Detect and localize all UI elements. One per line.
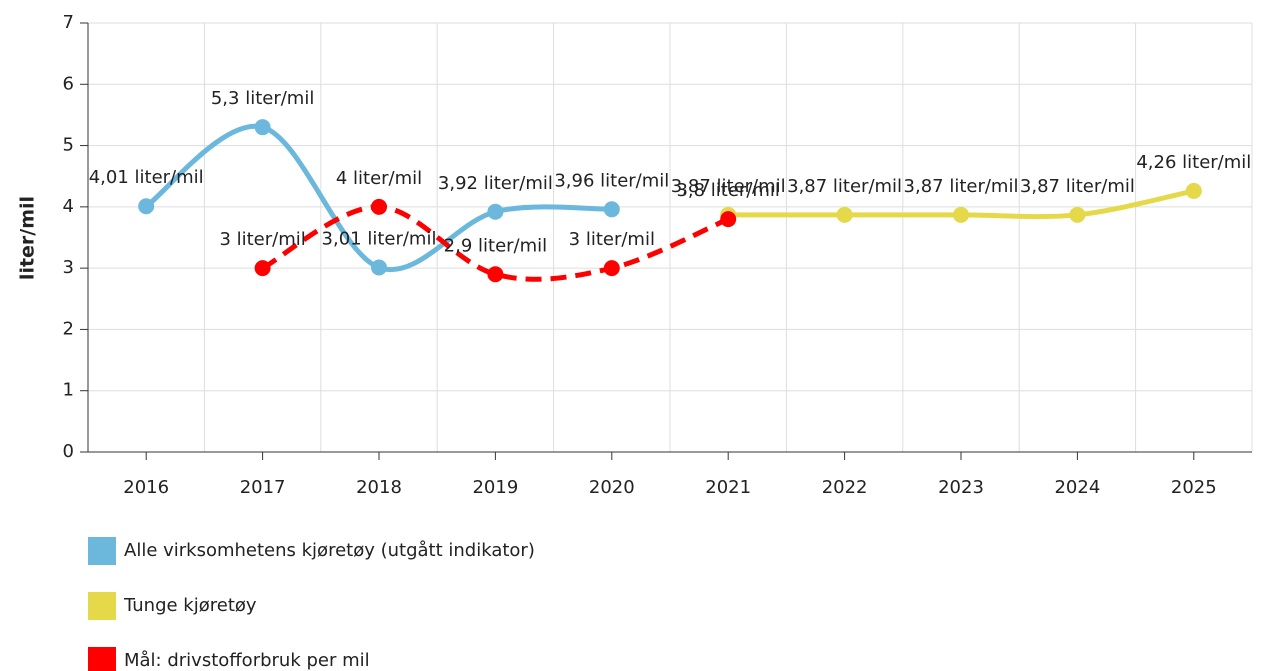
x-tick-label: 2019 xyxy=(472,477,518,498)
data-label: 4 liter/mil xyxy=(336,168,422,189)
y-tick-label: 2 xyxy=(63,318,74,339)
data-label: 2,9 liter/mil xyxy=(444,235,547,256)
point xyxy=(487,203,504,220)
legend-label: Alle virksomhetens kjøretøy (utgått indi… xyxy=(124,540,535,561)
data-label: 4,01 liter/mil xyxy=(89,167,204,188)
point xyxy=(254,260,271,277)
point xyxy=(953,206,969,223)
point xyxy=(254,119,271,136)
data-label: 4,26 liter/mil xyxy=(1136,152,1251,173)
y-tick-label: 1 xyxy=(63,380,74,401)
point xyxy=(836,206,853,223)
y-tick-label: 4 xyxy=(63,196,74,217)
x-tick-label: 2020 xyxy=(589,477,635,498)
x-tick-label: 2021 xyxy=(705,477,751,498)
data-label: 3,87 liter/mil xyxy=(904,176,1019,197)
legend-label: Mål: drivstofforbruk per mil xyxy=(124,650,370,671)
legend-swatch xyxy=(88,537,116,565)
x-tick-label: 2025 xyxy=(1171,477,1217,498)
data-label: 3 liter/mil xyxy=(219,229,305,250)
data-label: 3,87 liter/mil xyxy=(787,176,902,197)
data-label: 3,92 liter/mil xyxy=(438,173,553,194)
x-tick-label: 2018 xyxy=(356,477,402,498)
point xyxy=(1185,182,1202,199)
legend-swatch xyxy=(88,647,116,671)
y-axis-label: liter/mil xyxy=(17,196,39,280)
point xyxy=(138,198,155,215)
data-label: 3,87 liter/mil xyxy=(671,176,786,197)
x-tick-label: 2016 xyxy=(123,477,169,498)
point xyxy=(487,266,504,283)
point xyxy=(371,198,387,215)
y-tick-label: 7 xyxy=(63,12,74,33)
x-tick-label: 2024 xyxy=(1054,477,1100,498)
point xyxy=(603,260,620,277)
legend-swatch xyxy=(88,592,116,620)
y-tick-label: 3 xyxy=(63,257,74,278)
y-tick-label: 0 xyxy=(63,441,74,462)
data-label: 5,3 liter/mil xyxy=(211,88,314,109)
data-label: 3,96 liter/mil xyxy=(554,170,669,191)
series-line xyxy=(261,204,730,282)
series-line xyxy=(144,123,612,273)
point xyxy=(603,201,620,218)
x-tick-label: 2017 xyxy=(240,477,286,498)
point xyxy=(371,259,387,276)
x-tick-label: 2023 xyxy=(938,477,984,498)
point xyxy=(1069,206,1086,223)
data-label: 3,01 liter/mil xyxy=(322,229,437,250)
data-label: 3,8 liter/mil xyxy=(676,180,779,201)
y-tick-label: 5 xyxy=(63,135,74,156)
x-tick-label: 2022 xyxy=(822,477,868,498)
y-tick-label: 6 xyxy=(63,73,74,94)
legend-label: Tunge kjøretøy xyxy=(123,595,257,616)
data-label: 3 liter/mil xyxy=(569,229,655,250)
data-label: 3,87 liter/mil xyxy=(1020,176,1135,197)
point xyxy=(720,211,737,228)
